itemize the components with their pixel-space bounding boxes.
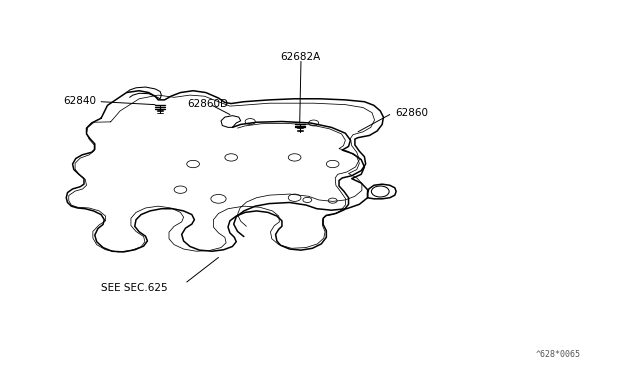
Text: 62860: 62860 (395, 108, 428, 118)
Text: 62840: 62840 (63, 96, 96, 106)
Text: SEE SEC.625: SEE SEC.625 (101, 283, 168, 293)
Text: ^628*0065: ^628*0065 (536, 350, 580, 359)
Text: 62682A: 62682A (281, 52, 321, 62)
Text: 62860D: 62860D (187, 99, 228, 109)
